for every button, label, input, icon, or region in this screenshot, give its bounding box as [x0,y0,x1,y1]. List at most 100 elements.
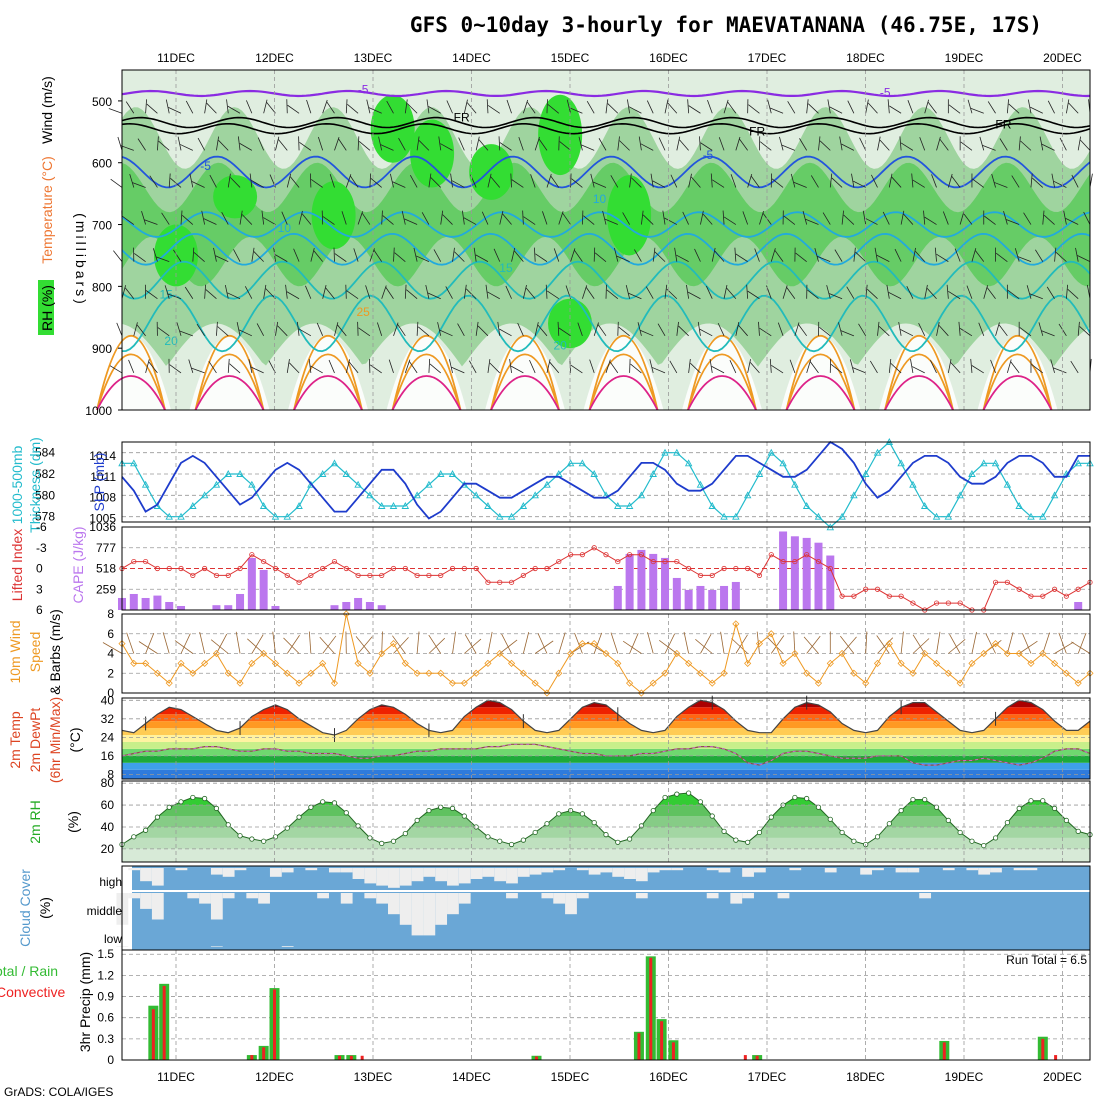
cape-bar [661,557,670,610]
wind-barb [1014,248,1020,262]
wind-barb [418,140,430,151]
wind-barb [404,359,411,374]
li-point [166,565,172,572]
contour-label: -5 [703,148,714,162]
cloud-gap [364,893,377,899]
cloud-gap [517,868,530,877]
slp-tick: 1008 [89,491,116,505]
surface-temp-contour [96,353,166,411]
wind-barb [497,321,501,336]
rh-tick: 20 [101,842,115,856]
thickness-point [1039,512,1047,520]
temp-label-2: 2m DewPt [27,708,43,773]
cape-bar [259,569,268,610]
rh-point [497,838,503,844]
temp-color-band [122,714,1090,722]
li-point [579,552,585,558]
wind-barb [349,175,359,188]
cape-bar [365,601,374,610]
wind-speed-point [708,679,716,687]
rh-point [1075,828,1081,834]
wind-barb [726,287,737,299]
wind-barb [545,284,548,299]
wind-barb [275,321,279,336]
wind-label-2: Speed [27,632,43,672]
wind-barb [182,215,194,225]
wind-barb [404,218,418,225]
li-point [733,565,739,572]
wind-barb [357,211,364,225]
wind-barb [277,325,288,337]
wind-barb [1006,99,1009,114]
wind-barb [191,367,205,374]
wind-barb [1047,100,1055,114]
surface-wind-barb [392,635,406,654]
thickness-point [519,502,528,509]
wind-barb [742,211,749,225]
precip-tick: 0.9 [97,990,114,1004]
wind-barb [306,99,312,114]
panel-frame [121,697,1091,780]
wind-barb [641,210,644,225]
wind-speed-point [991,640,1000,648]
rh-saturated-patch [410,119,455,188]
wind-barb [699,136,701,151]
wind-barb [334,253,347,262]
thickness-point [814,512,823,520]
wind-barb [180,210,183,225]
temp-line [121,699,1091,736]
thickness-point [968,470,976,477]
wind-barb [489,362,501,374]
li-point [331,558,338,565]
wind-barb [286,359,290,373]
wind-barb [518,136,524,151]
cloud-unit: (%) [37,897,53,919]
thickness-point [354,480,362,488]
wind-barb [688,358,691,373]
cape-label: CAPE (J/kg) [70,526,86,603]
wind-barb [924,216,937,225]
li-point [556,558,562,565]
wind-barb [281,211,288,225]
rh-tick: 80 [101,776,115,790]
wind-barb [477,325,489,337]
cape-bar [1074,601,1083,610]
wind-barb [1023,212,1032,225]
wind-barb [237,136,241,151]
surface-wind-barb [464,638,482,654]
cloud-gap [376,893,389,904]
rh-point [166,804,172,810]
cloud-gap [187,893,200,899]
wind-speed-point [531,679,539,687]
wind-speed-point [319,659,327,667]
rh-point [461,813,467,819]
cloud-gap [423,868,436,877]
wind-barb [888,292,902,300]
thickness-point [590,470,598,477]
wind-barb [499,210,504,225]
wind-barb [534,247,536,262]
cape-bar [790,536,799,610]
wind-speed-point [153,669,161,677]
rh-point [544,821,550,827]
surface-wind-barb [102,642,123,654]
surface-wind-barb [428,637,446,654]
wind-barb [830,363,843,374]
surface-wind-barb [251,634,264,654]
wind-barb [345,174,352,188]
cloud-gap [210,946,223,947]
wind-barb [787,101,796,114]
wind-barb [826,285,831,299]
wind-speed-point [1062,669,1070,677]
wind-barb [517,322,524,336]
li-point [792,558,798,565]
rh-point [567,807,574,814]
wind-barb [429,363,441,374]
wind-barb [658,137,666,151]
surface-wind-barb [319,636,335,654]
surface-wind-barb [452,631,456,654]
wind-barb [137,138,146,151]
wind-barb [882,211,890,225]
surface-wind-barb [210,639,229,654]
wind-speed-point [791,649,799,658]
